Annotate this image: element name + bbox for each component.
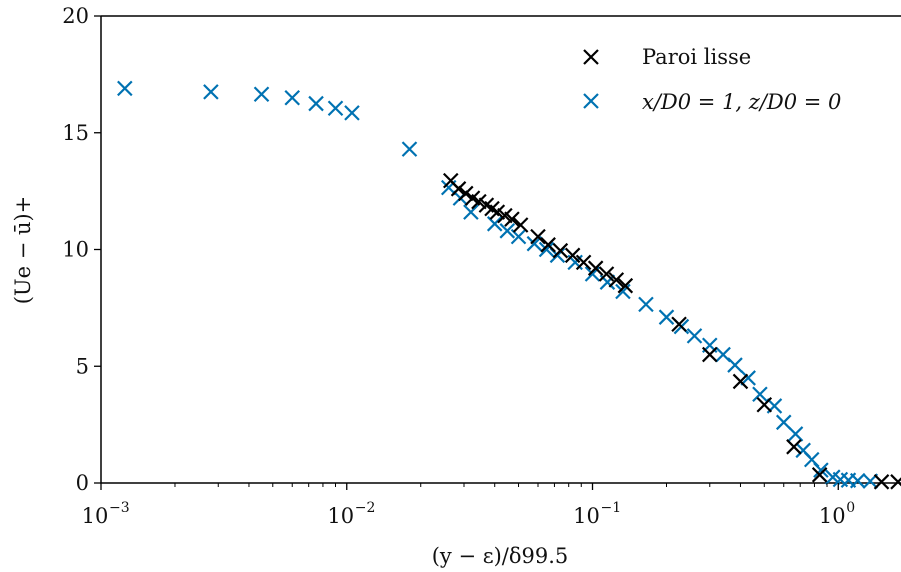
data-point xyxy=(512,217,529,233)
data-point xyxy=(587,260,604,276)
data-point xyxy=(813,462,829,478)
legend-marker-blue-x xyxy=(583,93,599,109)
data-point xyxy=(786,439,802,455)
data-point xyxy=(752,386,768,403)
data-point xyxy=(658,309,675,325)
x-tick-label: 10 xyxy=(819,504,846,528)
data-point xyxy=(463,204,479,220)
data-point xyxy=(540,237,556,253)
y-axis-label: (Ue − ū)+ xyxy=(11,196,35,305)
data-point xyxy=(727,357,743,373)
data-point xyxy=(401,141,418,157)
data-point xyxy=(530,228,546,245)
plot-area xyxy=(117,80,901,490)
data-point xyxy=(499,223,516,239)
legend-entry-paroi-lisse: Paroi lisse xyxy=(583,45,751,69)
data-point xyxy=(890,474,901,490)
data-point xyxy=(701,346,718,363)
series-paroi-lisse xyxy=(442,172,901,490)
x-tick-exponent: −1 xyxy=(601,500,622,516)
data-point xyxy=(811,467,828,483)
x-tick-exponent: −2 xyxy=(355,500,376,516)
data-point xyxy=(538,241,555,258)
data-point xyxy=(308,95,324,112)
data-point xyxy=(117,80,133,97)
data-point xyxy=(284,89,301,106)
y-tick-label: 5 xyxy=(76,354,89,378)
data-point xyxy=(638,296,654,313)
x-axis-ticks: 10 −3 10 −2 10 −1 10 0 xyxy=(82,483,855,528)
data-point xyxy=(775,414,792,431)
data-point xyxy=(489,204,506,220)
data-point xyxy=(575,254,592,271)
data-point xyxy=(203,84,219,100)
data-point xyxy=(344,105,360,121)
x-tick-label: 10 xyxy=(327,504,354,528)
y-tick-label: 15 xyxy=(62,121,89,145)
y-tick-label: 20 xyxy=(62,4,89,28)
legend-marker-black-x xyxy=(583,49,599,65)
data-point xyxy=(253,86,270,103)
data-point xyxy=(849,472,866,489)
series-blue xyxy=(117,80,879,489)
data-point xyxy=(486,216,503,232)
y-tick-label: 0 xyxy=(76,471,89,495)
data-point xyxy=(457,185,474,202)
legend-entry-blue: x/D0 = 1, z/D0 = 0 xyxy=(583,90,841,114)
data-point xyxy=(598,266,615,282)
x-tick-label: 10 xyxy=(82,504,109,528)
data-point xyxy=(608,272,625,288)
data-point xyxy=(756,396,773,413)
data-point xyxy=(471,193,487,210)
y-tick-label: 10 xyxy=(62,238,89,262)
data-point xyxy=(740,370,756,386)
data-point xyxy=(787,426,804,442)
x-axis-label: (y − ε)/δ99.5 xyxy=(432,544,569,568)
x-tick-exponent: 0 xyxy=(846,500,855,516)
y-axis-ticks: 0 5 10 15 20 xyxy=(62,4,101,495)
data-point xyxy=(450,181,467,197)
data-point xyxy=(552,242,569,259)
data-point xyxy=(686,328,703,344)
legend-label-paroi-lisse: Paroi lisse xyxy=(642,45,751,69)
data-point xyxy=(504,211,520,227)
data-point xyxy=(327,100,344,117)
data-point xyxy=(671,316,687,332)
data-point xyxy=(873,474,890,490)
data-point xyxy=(732,373,749,390)
data-point xyxy=(564,247,581,264)
x-tick-exponent: −3 xyxy=(109,500,130,516)
legend-label-blue: x/D0 = 1, z/D0 = 0 xyxy=(642,90,841,114)
legend: Paroi lisse x/D0 = 1, z/D0 = 0 xyxy=(583,45,841,114)
x-tick-label: 10 xyxy=(573,504,600,528)
data-point xyxy=(617,277,634,294)
